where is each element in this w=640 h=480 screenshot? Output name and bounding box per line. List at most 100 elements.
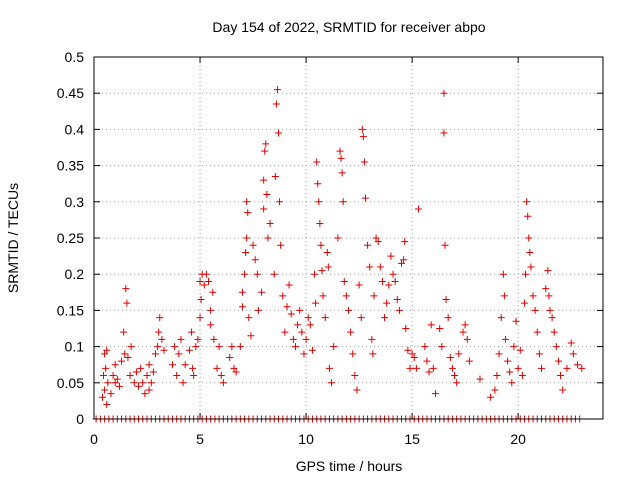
data-point <box>393 296 401 304</box>
data-point <box>526 248 534 256</box>
data-point <box>425 368 433 376</box>
data-point <box>270 270 278 278</box>
data-point <box>306 321 314 329</box>
data-point <box>533 328 541 336</box>
data-point <box>319 292 327 300</box>
data-point <box>247 332 255 340</box>
data-point <box>298 328 306 336</box>
data-point <box>132 368 140 376</box>
data-point <box>353 386 361 394</box>
data-point <box>109 372 117 380</box>
data-point <box>421 343 429 351</box>
data-point <box>398 259 406 267</box>
data-point <box>275 129 283 137</box>
data-point <box>544 267 552 275</box>
data-point <box>401 238 409 246</box>
data-point <box>244 209 252 217</box>
data-point <box>266 220 274 228</box>
data-point <box>207 321 215 329</box>
data-point <box>493 372 501 380</box>
data-point <box>461 321 469 329</box>
data-point <box>242 248 250 256</box>
data-point <box>104 379 112 387</box>
data-point <box>514 364 522 372</box>
data-point <box>440 89 448 97</box>
data-point <box>302 335 310 343</box>
data-point <box>115 382 123 390</box>
data-point <box>525 234 533 242</box>
data-point <box>205 277 213 285</box>
data-point <box>260 176 268 184</box>
data-point <box>408 350 416 358</box>
data-point <box>130 379 138 387</box>
data-point <box>264 234 272 242</box>
x-tick-label: 10 <box>298 431 314 447</box>
data-point <box>372 234 380 242</box>
data-point <box>107 390 115 398</box>
data-point <box>512 317 520 325</box>
data-point <box>531 306 539 314</box>
data-point <box>154 343 162 351</box>
data-point <box>215 343 223 351</box>
data-point <box>202 270 210 278</box>
x-tick-label: 5 <box>196 431 204 447</box>
data-point <box>238 303 246 311</box>
data-point <box>243 198 251 206</box>
data-point <box>387 252 395 260</box>
data-point <box>497 314 505 322</box>
data-point <box>219 379 227 387</box>
data-point <box>369 350 377 358</box>
data-point <box>527 263 535 271</box>
data-point <box>236 343 244 351</box>
data-point <box>141 390 149 398</box>
data-point <box>135 382 143 390</box>
x-tick-label: 15 <box>404 431 420 447</box>
y-tick-label: 0.4 <box>65 121 85 137</box>
data-point <box>188 328 196 336</box>
data-point <box>179 379 187 387</box>
data-point <box>376 263 384 271</box>
data-point <box>139 379 147 387</box>
data-point <box>168 361 176 369</box>
data-point <box>508 379 516 387</box>
data-point <box>448 364 456 372</box>
data-point <box>459 328 467 336</box>
data-point <box>123 299 131 307</box>
data-point <box>524 212 532 220</box>
data-point <box>334 234 342 242</box>
data-point <box>318 267 326 275</box>
data-point <box>545 292 553 300</box>
data-point <box>463 335 471 343</box>
data-point <box>296 306 304 314</box>
data-point <box>548 314 556 322</box>
x-axis-label: GPS time / hours <box>296 458 403 474</box>
data-point <box>455 350 463 358</box>
data-point <box>98 393 106 401</box>
data-point <box>381 314 389 322</box>
data-point <box>230 364 238 372</box>
data-point <box>254 306 262 314</box>
data-point <box>118 357 126 365</box>
data-point <box>190 372 198 380</box>
data-point <box>385 281 393 289</box>
data-point <box>557 372 565 380</box>
data-point <box>101 386 109 394</box>
data-point <box>402 325 410 332</box>
data-point <box>510 343 518 351</box>
data-point <box>559 386 567 394</box>
y-tick-label: 0.05 <box>57 375 84 391</box>
data-point <box>491 386 499 394</box>
data-point <box>465 357 473 365</box>
data-point <box>317 241 325 249</box>
data-point <box>521 299 529 307</box>
data-point <box>323 248 331 256</box>
data-point <box>516 346 524 354</box>
data-point <box>340 277 348 285</box>
data-point <box>364 241 372 249</box>
data-point <box>156 314 164 322</box>
x-axis-ticks: 0 5 10 15 20 <box>90 57 526 447</box>
data-point <box>383 299 391 307</box>
data-point <box>368 335 376 343</box>
data-point <box>339 198 347 206</box>
